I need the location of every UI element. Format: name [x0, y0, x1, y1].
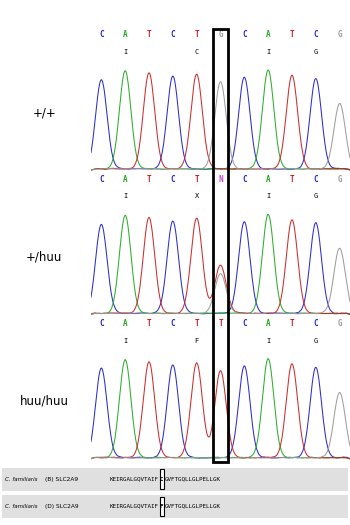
Text: G: G	[218, 30, 223, 39]
Text: (B) SLC2A9: (B) SLC2A9	[45, 477, 78, 481]
Text: T: T	[290, 30, 294, 39]
Text: N: N	[218, 175, 223, 184]
Text: A: A	[266, 319, 271, 328]
Text: C: C	[170, 30, 175, 39]
Bar	[2, 495, 348, 518]
Text: C: C	[314, 319, 318, 328]
Text: T: T	[147, 175, 151, 184]
Text: A: A	[123, 319, 127, 328]
Text: G: G	[337, 175, 342, 184]
Text: F: F	[160, 504, 163, 509]
Text: +/+: +/+	[33, 106, 56, 119]
Text: I: I	[266, 338, 270, 344]
Text: C: C	[170, 175, 175, 184]
Bar	[2, 468, 348, 490]
Text: T: T	[147, 319, 151, 328]
Bar	[160, 469, 163, 489]
Text: +/huu: +/huu	[26, 250, 62, 264]
Text: I: I	[123, 338, 127, 344]
Text: GVFTGQLLGLPELLGK: GVFTGQLLGLPELLGK	[164, 477, 220, 481]
Text: T: T	[290, 319, 294, 328]
Bar	[160, 497, 163, 516]
Text: C. familiaris: C. familiaris	[5, 477, 37, 481]
Text: C: C	[242, 30, 247, 39]
Text: T: T	[290, 175, 294, 184]
Text: A: A	[123, 30, 127, 39]
Text: G: G	[314, 49, 318, 55]
Text: C: C	[170, 319, 175, 328]
Text: C: C	[99, 30, 104, 39]
Text: C: C	[314, 175, 318, 184]
Text: I: I	[266, 49, 270, 55]
Text: C. familiaris: C. familiaris	[5, 504, 37, 509]
Text: (D) SLC2A9: (D) SLC2A9	[45, 504, 79, 509]
Text: C: C	[99, 319, 104, 328]
Text: C: C	[242, 319, 247, 328]
Text: KEIRGALGQVTAIF: KEIRGALGQVTAIF	[110, 477, 159, 481]
Text: GVFTGQLLGLPELLGK: GVFTGQLLGLPELLGK	[164, 504, 220, 509]
Text: A: A	[266, 30, 271, 39]
Text: KEIRGALGQVTAIF: KEIRGALGQVTAIF	[110, 504, 159, 509]
Text: C: C	[195, 49, 199, 55]
Text: huu/huu: huu/huu	[20, 395, 69, 408]
Text: X: X	[195, 194, 199, 200]
Text: I: I	[123, 49, 127, 55]
Text: C: C	[99, 175, 104, 184]
Text: T: T	[218, 319, 223, 328]
Text: C: C	[242, 175, 247, 184]
Text: G: G	[314, 194, 318, 200]
Text: A: A	[123, 175, 127, 184]
Text: A: A	[266, 175, 271, 184]
Text: I: I	[266, 194, 270, 200]
Text: C: C	[314, 30, 318, 39]
Text: T: T	[194, 175, 199, 184]
Text: T: T	[194, 30, 199, 39]
Text: I: I	[123, 194, 127, 200]
Text: G: G	[314, 338, 318, 344]
Text: C: C	[160, 477, 163, 481]
Text: T: T	[147, 30, 151, 39]
Text: F: F	[195, 338, 199, 344]
Text: G: G	[337, 30, 342, 39]
Text: T: T	[194, 319, 199, 328]
Text: G: G	[337, 319, 342, 328]
